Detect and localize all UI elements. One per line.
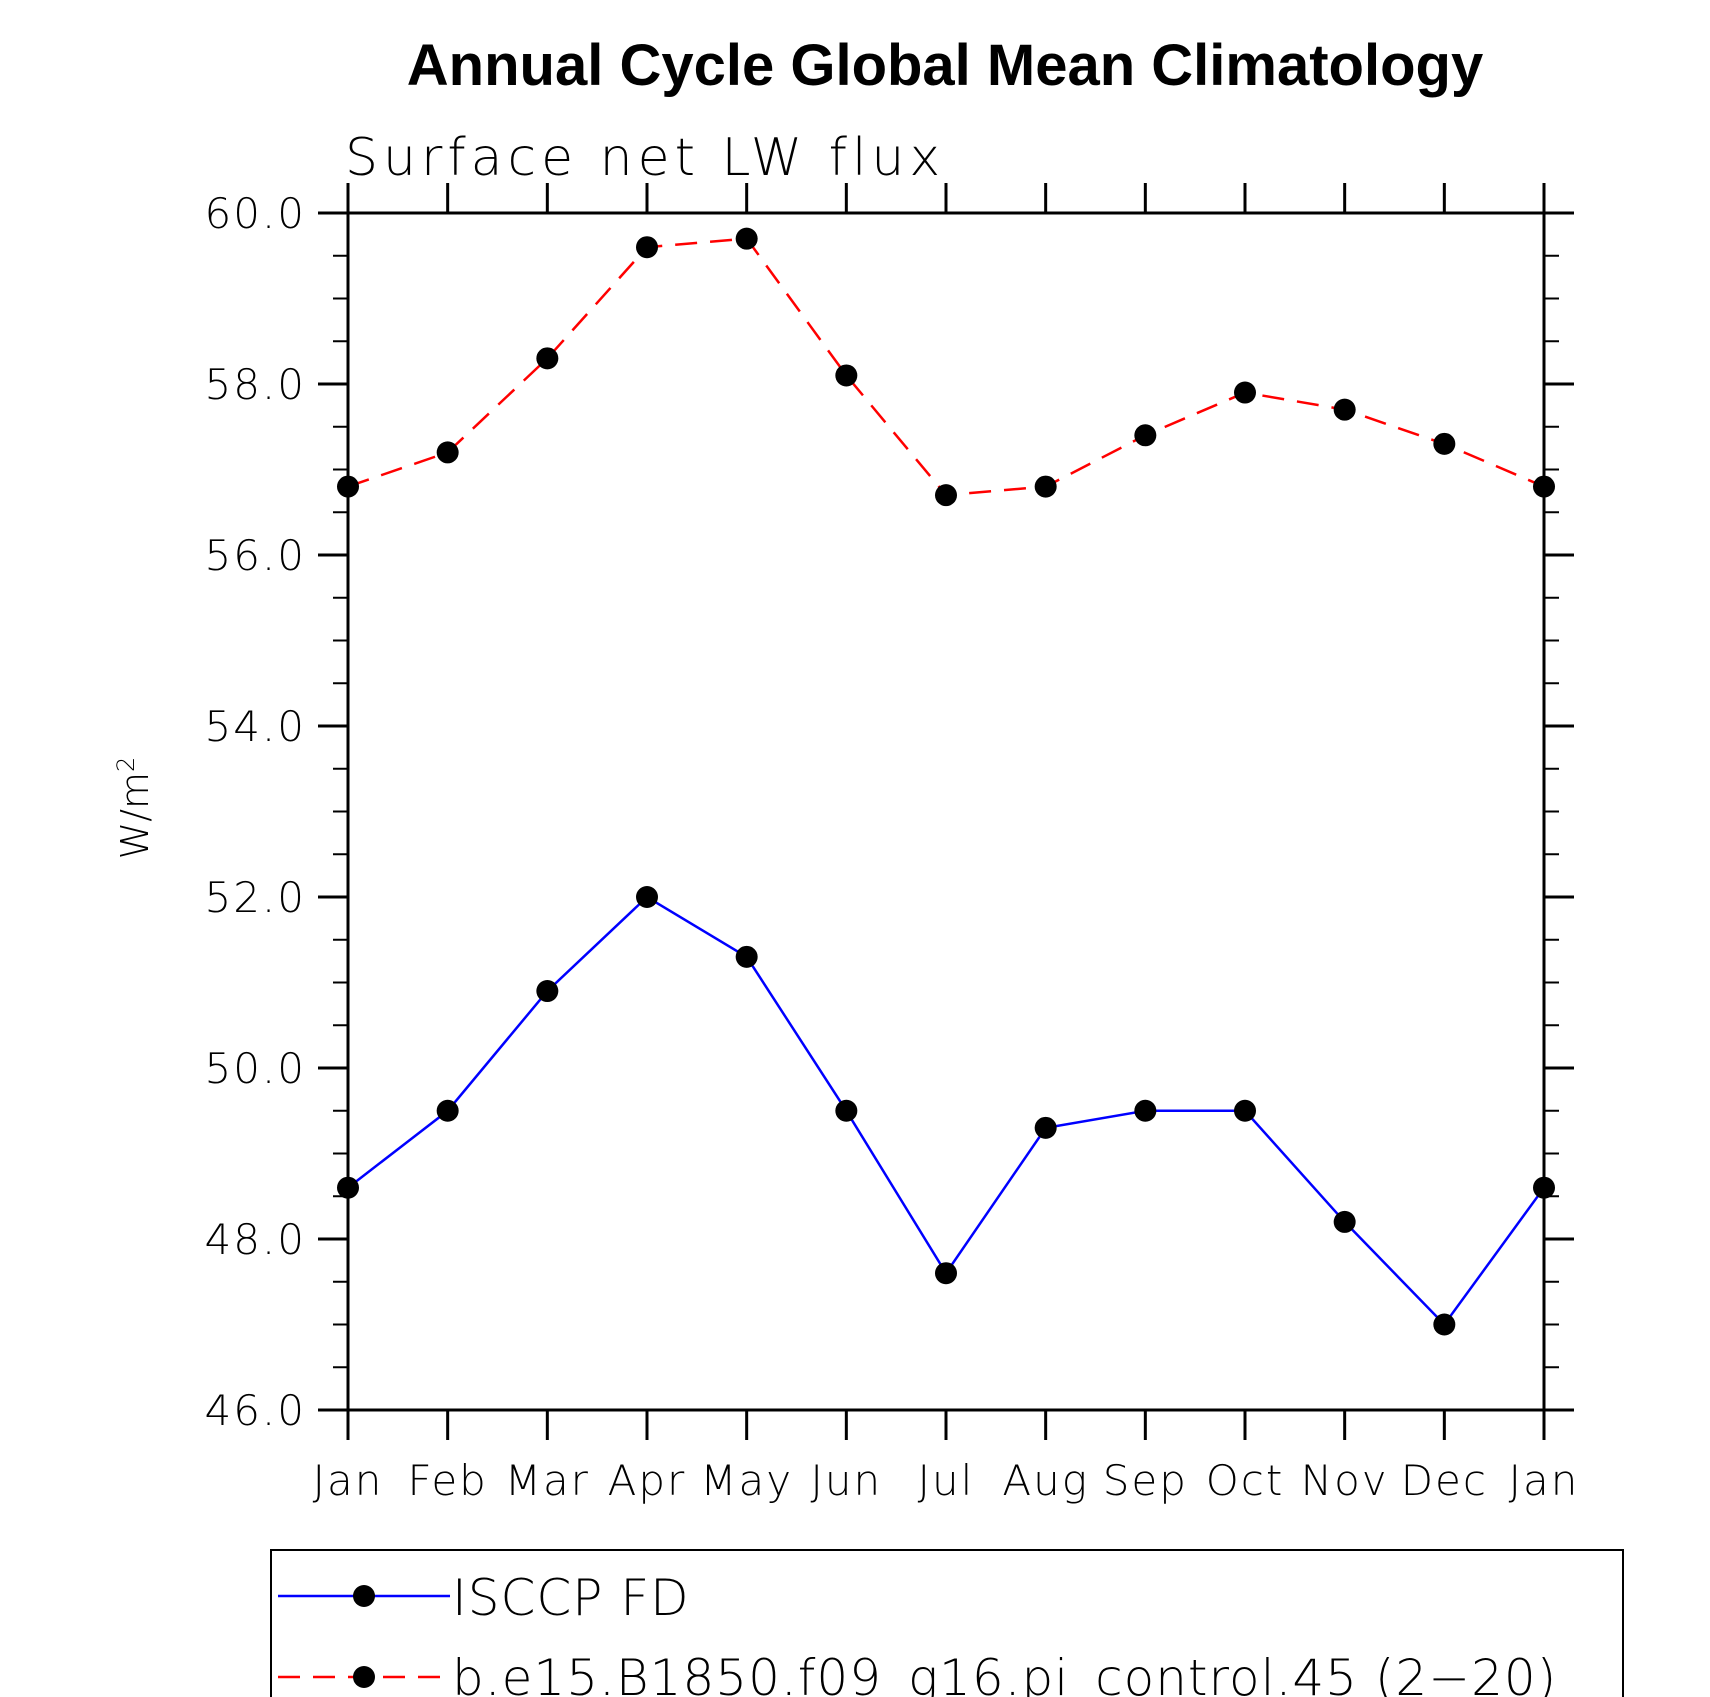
legend-label-isccp-fd: ISCCP FD [452, 1569, 690, 1627]
y-tick-label: 50.0 [204, 1044, 306, 1093]
series-layer [337, 227, 1555, 1336]
series-0-point [1234, 1099, 1256, 1122]
x-tick-labels: Jan Feb Mar Apr May Jun Jul Aug Sep Oct Nov Dec Jan [313, 1456, 1580, 1505]
series-1-point [835, 364, 858, 387]
series-0-point [1034, 1116, 1057, 1139]
x-tick-label: Jan [313, 1456, 384, 1505]
y-tick-label: 48.0 [204, 1215, 306, 1264]
legend-label-model-run: b.e15.B1850.f09_g16.pi_control.45 (2−20) [452, 1649, 1557, 1697]
x-tick-label: Oct [1206, 1456, 1285, 1505]
svg-text:W/m2: W/m2 [112, 757, 157, 860]
series-1-point [1134, 424, 1157, 447]
series-1-point [735, 227, 758, 250]
x-tick-label: Apr [608, 1456, 687, 1505]
chart-subtitle: Surface net LW flux [345, 128, 945, 188]
series-1-point [935, 484, 957, 507]
series-0-point [536, 980, 559, 1003]
y-axis-label-superscript: 2 [112, 757, 140, 772]
x-tick-label: Dec [1401, 1456, 1488, 1505]
series-1-point [1533, 475, 1555, 498]
series-1-point [337, 475, 359, 498]
series-1-point [636, 236, 658, 259]
x-tick-label: Jun [811, 1456, 883, 1505]
series-0-point [835, 1099, 858, 1122]
y-tick-label: 60.0 [204, 189, 306, 238]
legend-marker-isccp-fd [353, 1585, 375, 1607]
series-0-point [337, 1176, 359, 1199]
y-axis-label-text: W/m [113, 772, 157, 859]
y-tick-label: 46.0 [204, 1386, 306, 1435]
y-tick-label: 54.0 [204, 702, 306, 751]
series-1-point [1034, 475, 1057, 498]
series-0-point [1333, 1210, 1356, 1233]
legend-marker-model-run [353, 1666, 375, 1688]
legend-box [270, 1549, 1624, 1697]
x-tick-label: Jul [918, 1456, 975, 1505]
series-1-point [536, 347, 559, 370]
series-0-point [1533, 1176, 1555, 1199]
y-axis-label: W/m2 [112, 757, 157, 860]
series-0-point [636, 886, 658, 908]
series-1-point [1433, 432, 1456, 455]
series-line-1 [347, 237, 1545, 497]
y-tick-labels: 46.0 48.0 50.0 52.0 54.0 56.0 58.0 60.0 [204, 189, 306, 1435]
y-tick-label: 56.0 [204, 531, 306, 580]
x-tick-label: Aug [1002, 1456, 1089, 1505]
x-tick-label: Sep [1103, 1456, 1188, 1505]
legend: ISCCP FD b.e15.B1850.f09_g16.pi_control.… [270, 1549, 1624, 1697]
series-0-point [935, 1262, 957, 1285]
axis-ticks [318, 183, 1574, 1440]
series-0-point [735, 945, 758, 968]
chart-title: Annual Cycle Global Mean Climatology [407, 33, 1483, 98]
series-0-point [1433, 1313, 1456, 1336]
x-tick-label: May [700, 1456, 793, 1505]
x-tick-label: Feb [407, 1456, 487, 1505]
y-tick-label: 52.0 [204, 873, 306, 922]
series-0-point [436, 1099, 459, 1122]
series-1-point [436, 441, 459, 464]
series-1-point [1234, 381, 1256, 404]
series-line-0 [347, 895, 1546, 1327]
x-tick-label: Mar [505, 1456, 590, 1505]
x-tick-label: Nov [1301, 1456, 1389, 1505]
y-tick-label: 58.0 [204, 360, 306, 409]
series-1-point [1333, 398, 1356, 421]
series-0-point [1134, 1099, 1157, 1122]
x-tick-label: Jan [1509, 1456, 1580, 1505]
plot-frame [346, 211, 1546, 1412]
